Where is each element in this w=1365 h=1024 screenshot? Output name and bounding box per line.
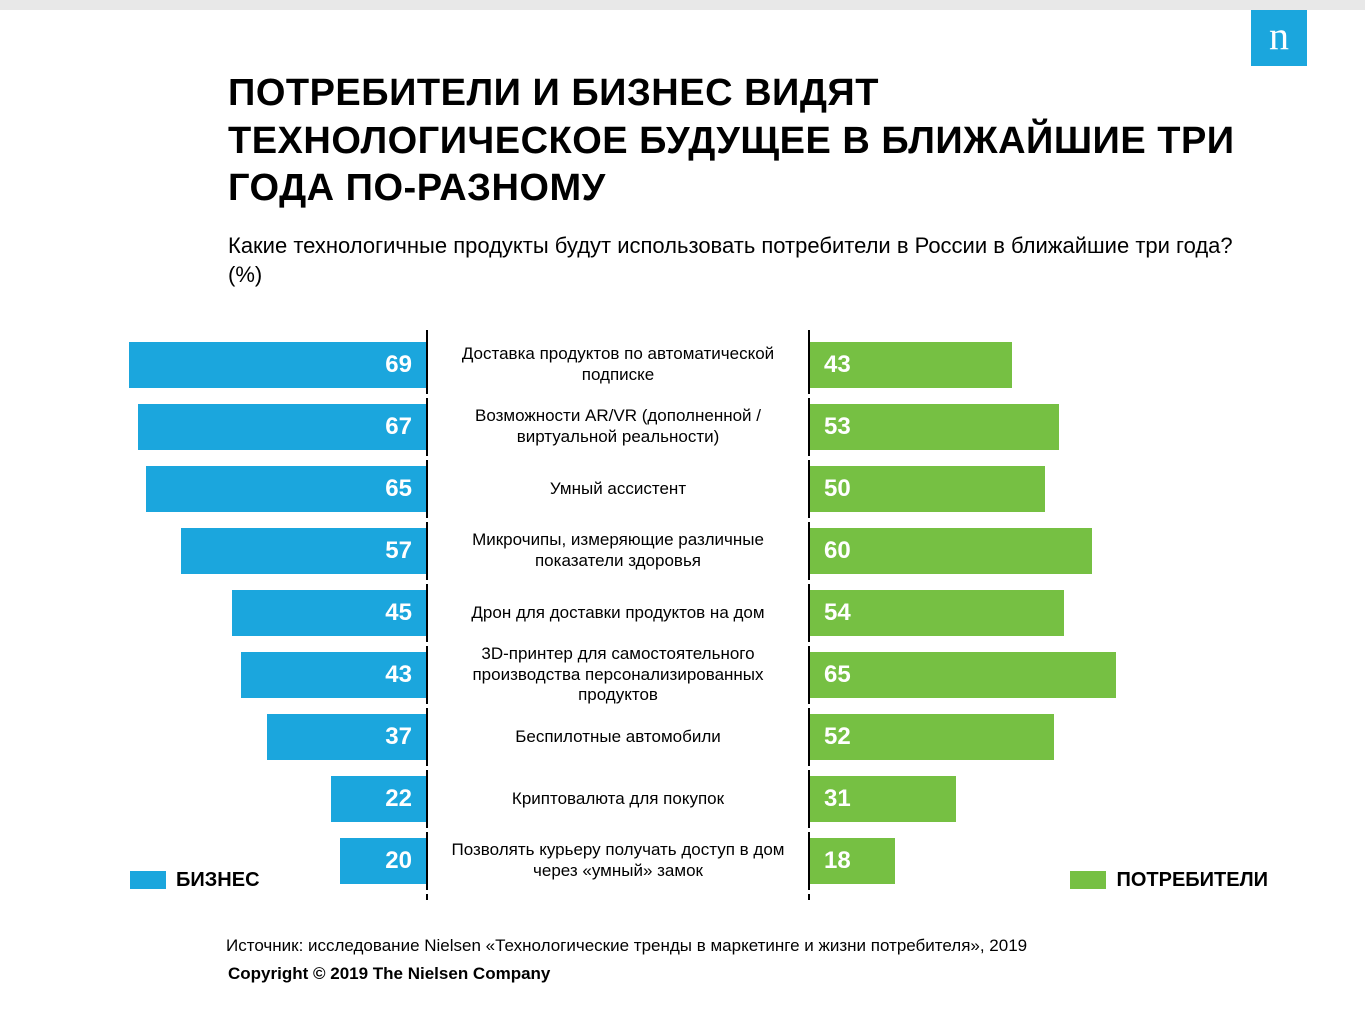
category-label: Возможности AR/VR (дополненной / виртуал… (428, 406, 808, 447)
category-label: Криптовалюта для покупок (428, 789, 808, 809)
bar-consumers: 60 (810, 528, 1092, 574)
bar-business: 43 (241, 652, 426, 698)
bar-business: 20 (340, 838, 426, 884)
diverging-bar-chart: 69Доставка продуктов по автоматической п… (118, 330, 1268, 900)
legend-business: БИЗНЕС (130, 869, 260, 892)
bar-business: 22 (331, 776, 426, 822)
legend-label-business: БИЗНЕС (176, 869, 260, 892)
source-text: Источник: исследование Nielsen «Технолог… (226, 936, 1265, 956)
category-label: Микрочипы, измеряющие различные показате… (428, 530, 808, 571)
bar-consumers: 52 (810, 714, 1054, 760)
chart-row: 65Умный ассистент50 (118, 460, 1268, 518)
category-label: Позволять курьеру получать доступ в дом … (428, 840, 808, 881)
bar-business: 67 (138, 404, 426, 450)
category-label: 3D-принтер для самостоятельного производ… (428, 644, 808, 705)
bar-consumers: 31 (810, 776, 956, 822)
chart-row: 67Возможности AR/VR (дополненной / вирту… (118, 398, 1268, 456)
bar-business: 37 (267, 714, 426, 760)
chart-row: 69Доставка продуктов по автоматической п… (118, 336, 1268, 394)
chart-title: ПОТРЕБИТЕЛИ И БИЗНЕС ВИДЯТ ТЕХНОЛОГИЧЕСК… (228, 70, 1265, 213)
legend-label-consumers: ПОТРЕБИТЕЛИ (1116, 869, 1268, 892)
bar-business: 65 (146, 466, 426, 512)
bar-consumers: 43 (810, 342, 1012, 388)
category-label: Дрон для доставки продуктов на дом (428, 603, 808, 623)
chart-row: 22Криптовалюта для покупок31 (118, 770, 1268, 828)
copyright-text: Copyright © 2019 The Nielsen Company (228, 964, 1265, 984)
bar-business: 57 (181, 528, 426, 574)
category-label: Беспилотные автомобили (428, 727, 808, 747)
content-area: ПОТРЕБИТЕЛИ И БИЗНЕС ВИДЯТ ТЕХНОЛОГИЧЕСК… (0, 10, 1365, 984)
chart-row: 433D-принтер для самостоятельного произв… (118, 646, 1268, 704)
category-label: Доставка продуктов по автоматической под… (428, 344, 808, 385)
category-label: Умный ассистент (428, 479, 808, 499)
top-grey-bar (0, 0, 1365, 10)
chart-subtitle: Какие технологичные продукты будут испол… (228, 231, 1265, 290)
bar-consumers: 50 (810, 466, 1045, 512)
legend-swatch-consumers (1070, 871, 1106, 889)
bar-consumers: 54 (810, 590, 1064, 636)
chart-row: 37Беспилотные автомобили52 (118, 708, 1268, 766)
bar-business: 45 (232, 590, 426, 636)
bar-consumers: 53 (810, 404, 1059, 450)
bar-consumers: 65 (810, 652, 1116, 698)
legend-consumers: ПОТРЕБИТЕЛИ (1070, 869, 1268, 892)
nielsen-logo: n (1251, 10, 1307, 66)
legend-swatch-business (130, 871, 166, 889)
chart-row: 45Дрон для доставки продуктов на дом54 (118, 584, 1268, 642)
chart-row: 57Микрочипы, измеряющие различные показа… (118, 522, 1268, 580)
bar-consumers: 18 (810, 838, 895, 884)
bar-business: 69 (129, 342, 426, 388)
